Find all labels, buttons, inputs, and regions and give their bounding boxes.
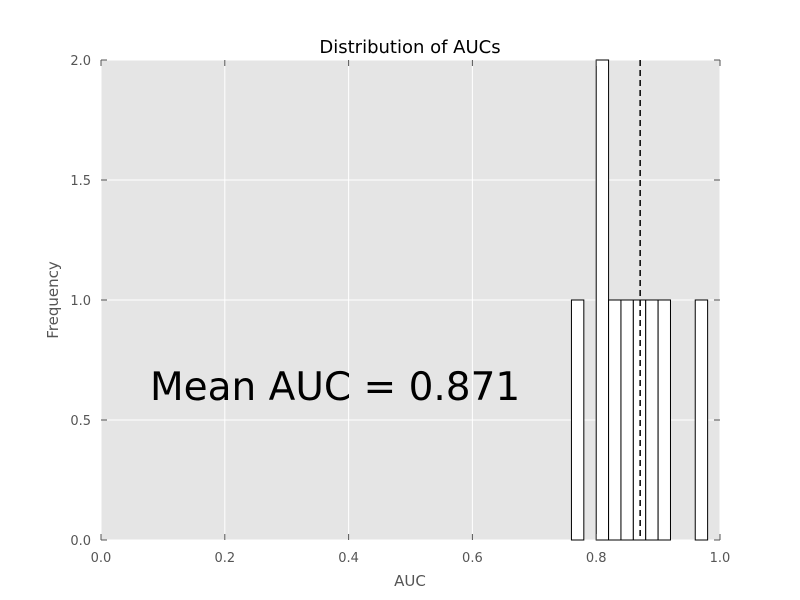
y-tick-label: 1.5 xyxy=(70,174,91,189)
chart-title: Distribution of AUCs xyxy=(319,37,500,58)
y-tick-label: 2.0 xyxy=(70,54,91,69)
y-tick-label: 0.0 xyxy=(70,534,91,549)
x-tick-label: 1.0 xyxy=(710,551,731,566)
y-axis-label: Frequency xyxy=(44,261,62,339)
x-tick-label: 0.0 xyxy=(91,551,112,566)
x-tick-label: 0.8 xyxy=(586,551,607,566)
x-axis-label: AUC xyxy=(394,572,426,590)
histogram-bar xyxy=(694,299,709,541)
axis-ticks xyxy=(100,59,721,541)
x-tick-label: 0.2 xyxy=(214,551,235,566)
mean-auc-annotation: Mean AUC = 0.871 xyxy=(150,365,520,410)
histogram-bar xyxy=(608,299,622,541)
y-tick-label: 0.5 xyxy=(70,414,91,429)
y-tick-label: 1.0 xyxy=(70,294,91,309)
x-tick-label: 0.4 xyxy=(338,551,359,566)
histogram-bar xyxy=(570,299,585,541)
grid-lines xyxy=(100,59,721,541)
x-tick-label: 0.6 xyxy=(462,551,483,566)
histogram-bar xyxy=(657,299,671,541)
axis-tick-labels: 0.0 0.2 0.4 0.6 0.8 1.0 0.0 0.5 1.0 1.5 2.0 xyxy=(70,54,730,566)
histogram-bar xyxy=(620,299,634,541)
histogram-bar xyxy=(645,299,659,541)
histogram-bar xyxy=(595,59,610,541)
